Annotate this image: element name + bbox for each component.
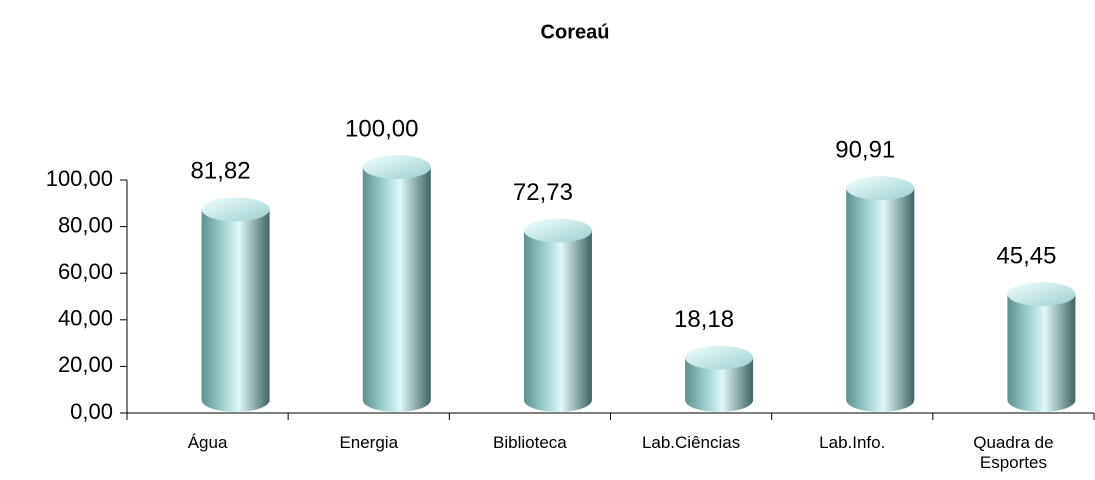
y-tick-label: 0,00 [70, 399, 113, 424]
chart-title: Coreaú [541, 21, 610, 43]
cylinder-top [362, 155, 431, 179]
value-label: 18,18 [674, 306, 734, 333]
value-label: 100,00 [345, 115, 418, 142]
cylinder-body [685, 357, 754, 413]
bar [685, 345, 754, 413]
y-tick-label: 20,00 [58, 352, 113, 377]
cylinder-body [846, 188, 915, 413]
bar [523, 218, 592, 413]
cylinder-top [846, 176, 915, 201]
y-tick-label: 40,00 [58, 306, 113, 331]
cylinder-top [1007, 282, 1076, 307]
value-label: 90,91 [835, 137, 895, 164]
cylinder-body [1007, 294, 1076, 412]
value-label: 72,73 [513, 179, 573, 206]
value-label: 45,45 [996, 242, 1056, 269]
bar [846, 176, 915, 413]
y-tick-label: 60,00 [58, 259, 113, 284]
bar [362, 155, 431, 413]
x-tick-label: Energia [339, 433, 399, 452]
cylinder-body [362, 167, 431, 413]
x-tick-label: Lab.Info. [819, 433, 886, 452]
cylinder-top [685, 345, 754, 370]
y-tick-label: 100,00 [46, 166, 113, 191]
value-label: 81,82 [191, 158, 251, 185]
cylinder-top [201, 197, 270, 222]
bar [201, 197, 270, 412]
x-tick-label: Quadra de Esportes [973, 433, 1054, 472]
x-tick-label: Água [187, 433, 228, 452]
x-tick-label: Lab.Ciências [641, 433, 741, 452]
bar [1007, 282, 1076, 412]
cylinder-top [523, 218, 592, 243]
x-tick-label: Biblioteca [493, 433, 567, 452]
y-tick-label: 80,00 [58, 212, 113, 237]
cylinder-body [523, 230, 592, 413]
cylinder-body [201, 209, 270, 412]
